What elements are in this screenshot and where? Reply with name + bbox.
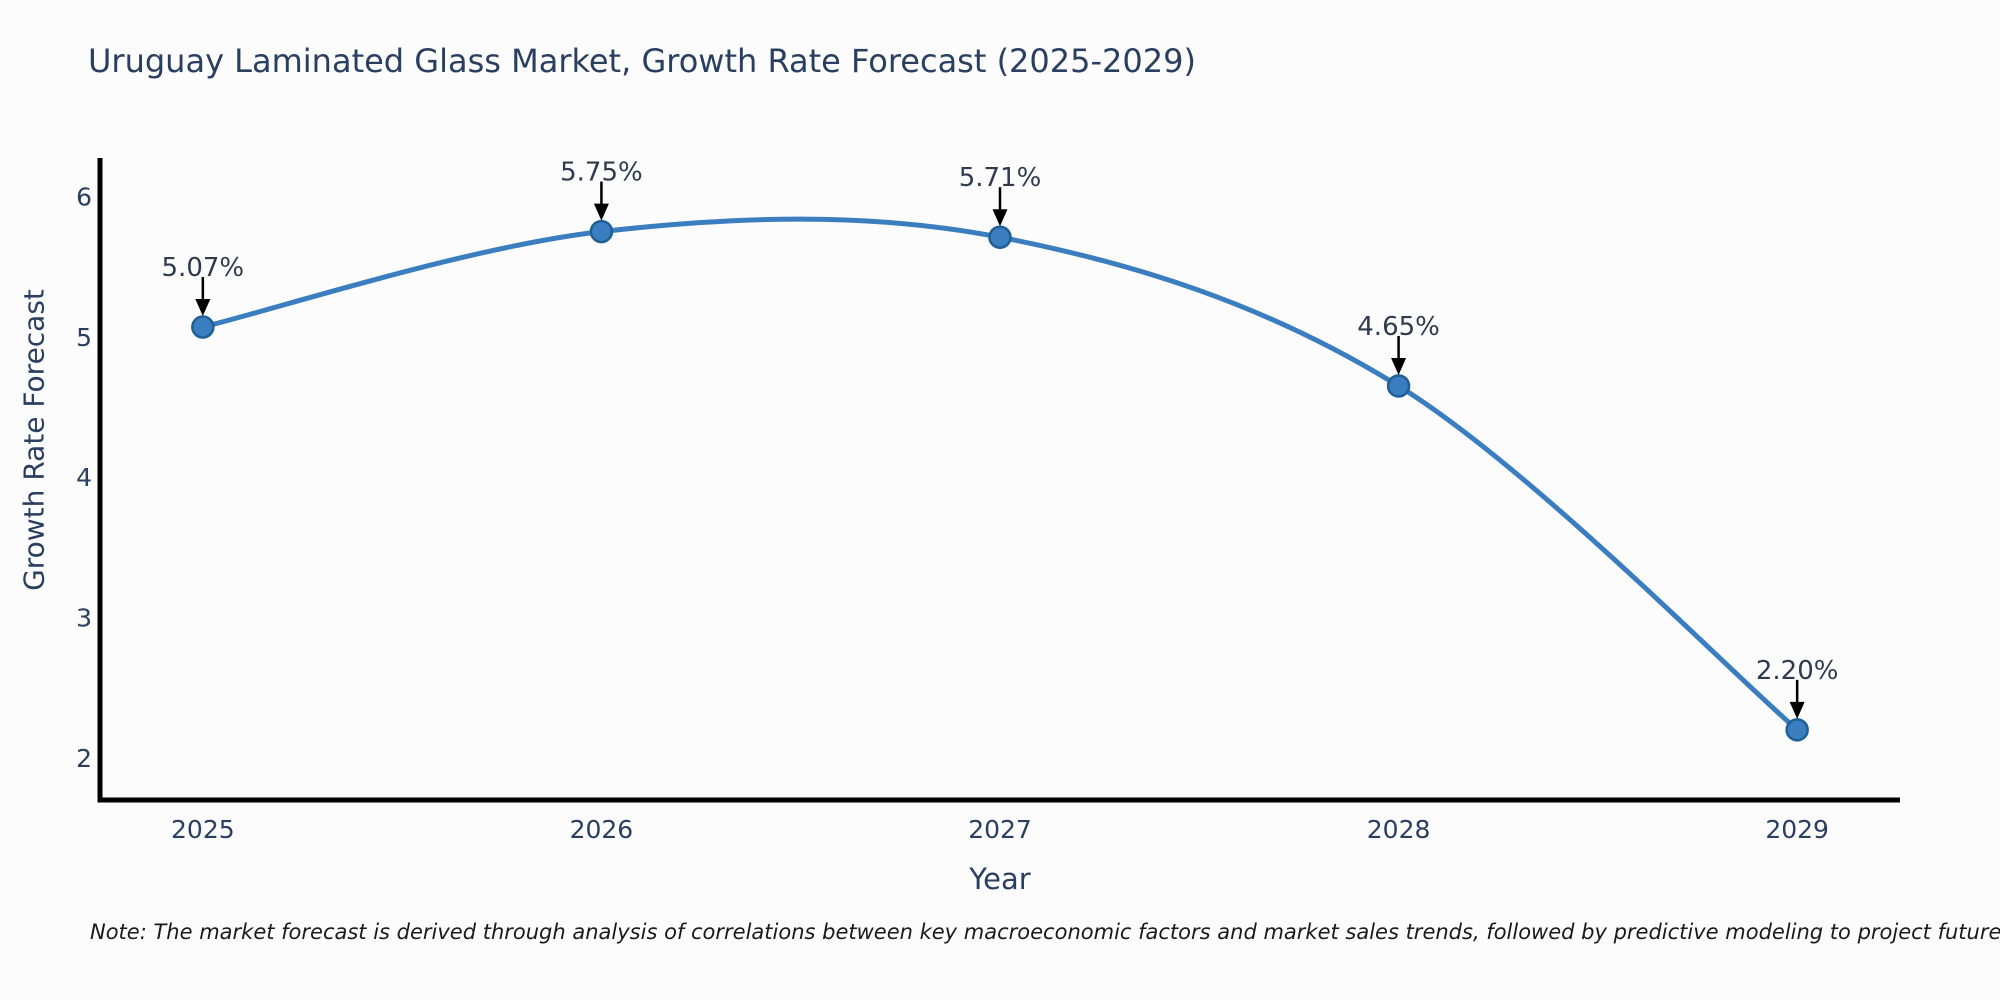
data-point-marker	[589, 219, 614, 244]
annotation-label: 5.71%	[959, 163, 1042, 193]
annotation-arrowhead	[1789, 701, 1805, 719]
data-point-marker	[191, 315, 215, 339]
x-tick-label: 2028	[1367, 815, 1431, 844]
data-point-marker	[1386, 374, 1411, 398]
annotation-label: 5.07%	[162, 253, 245, 283]
annotation-arrowhead	[195, 299, 211, 317]
annotation-label: 4.65%	[1357, 312, 1440, 342]
annotation-arrowhead	[1391, 357, 1407, 375]
footnote: Note: The market forecast is derived thr…	[90, 920, 2000, 944]
chart-title: Uruguay Laminated Glass Market, Growth R…	[88, 42, 1196, 80]
y-tick-label: 3	[76, 604, 92, 633]
forecast-line	[200, 216, 1800, 733]
x-tick-label: 2029	[1765, 815, 1829, 844]
x-tick-label: 2026	[570, 815, 634, 844]
y-tick-label: 5	[76, 323, 92, 352]
x-axis-title: Year	[969, 862, 1031, 896]
x-tick-label: 2025	[171, 815, 235, 844]
data-point-marker	[988, 225, 1012, 249]
y-tick-label: 6	[76, 182, 92, 211]
y-tick-label: 2	[76, 744, 92, 773]
annotation-arrowhead	[992, 209, 1008, 227]
annotation-arrowhead	[593, 203, 609, 221]
x-tick-label: 2027	[968, 815, 1032, 844]
annotation-label: 5.75%	[560, 158, 643, 188]
y-tick-label: 4	[76, 463, 92, 492]
data-point-marker	[1785, 718, 1809, 742]
annotation-label: 2.20%	[1756, 656, 1839, 686]
